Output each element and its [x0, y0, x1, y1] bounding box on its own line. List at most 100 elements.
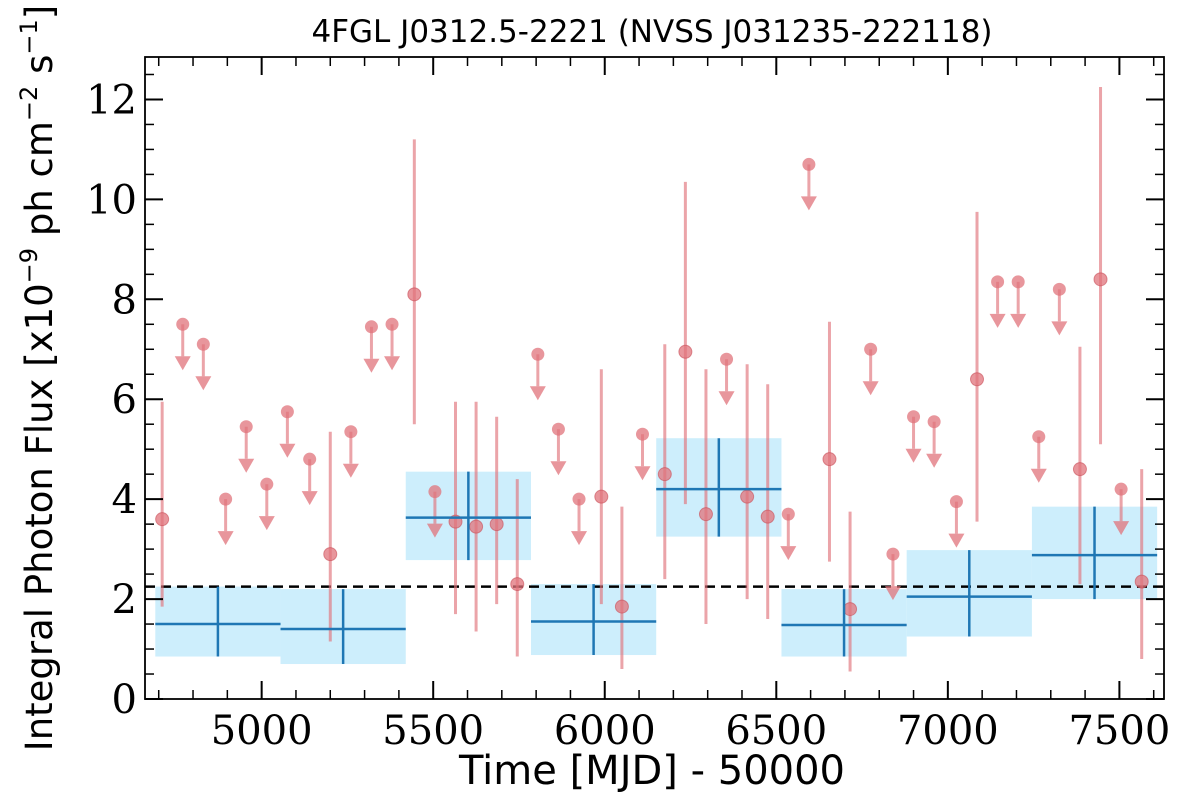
detection-marker — [1072, 462, 1087, 477]
detection-marker — [678, 344, 693, 359]
detection-point — [489, 416, 504, 605]
upper-limit-marker — [428, 485, 442, 499]
detection-point — [970, 211, 985, 522]
detection-point — [323, 431, 338, 642]
y-tick-label: 10 — [86, 177, 137, 223]
upper-limit-marker — [1032, 430, 1046, 444]
upper-limit-arrow — [1010, 313, 1027, 328]
upper-limit — [989, 275, 1006, 328]
upper-limit — [258, 477, 275, 531]
detection-marker — [155, 512, 170, 527]
x-tick-labels: 5000 5500 6000 6500 7000 7500 — [211, 708, 1171, 754]
y-tick-label: 2 — [112, 577, 137, 623]
upper-limit-arrow — [238, 458, 255, 473]
detection-point — [822, 321, 837, 562]
long-term-bin — [530, 584, 657, 656]
x-tick-label: 7500 — [1068, 708, 1170, 754]
long-term-bins-layer — [155, 438, 1158, 665]
upper-limit-marker — [385, 317, 399, 331]
detection-marker — [1134, 574, 1149, 589]
detection-marker — [510, 577, 525, 592]
upper-limit — [1051, 282, 1068, 336]
upper-limit — [279, 405, 296, 458]
upper-limit-marker — [364, 320, 378, 334]
upper-limit-marker — [219, 492, 233, 506]
x-tick-label: 5500 — [382, 708, 484, 754]
y-tick-label: 6 — [112, 377, 137, 423]
upper-limit — [1010, 275, 1027, 328]
upper-limit-arrow — [800, 196, 817, 211]
detection-marker — [469, 519, 484, 534]
upper-limit — [217, 492, 234, 546]
upper-limit-marker — [1011, 275, 1025, 289]
upper-limit-marker — [802, 157, 816, 171]
detection-point — [698, 369, 713, 625]
upper-limit-arrow — [195, 376, 212, 391]
detection-marker — [822, 452, 837, 467]
upper-limit — [550, 422, 567, 476]
upper-limit — [384, 317, 401, 371]
upper-limit-arrow — [301, 491, 318, 506]
y-tick-label: 8 — [112, 277, 137, 323]
upper-limit — [948, 495, 965, 548]
x-tick-label: 7000 — [897, 708, 999, 754]
detection-marker — [970, 372, 985, 387]
detection-point — [740, 364, 755, 600]
detection-marker — [594, 489, 609, 504]
upper-limit-marker — [303, 452, 317, 466]
upper-limit — [238, 420, 255, 473]
upper-limit-marker — [991, 275, 1005, 289]
upper-limit-marker — [1052, 282, 1066, 296]
upper-limit-marker — [239, 420, 253, 434]
upper-limit-marker — [781, 507, 795, 521]
upper-limit — [195, 337, 212, 391]
x-tick-label: 6500 — [725, 708, 827, 754]
upper-limit-marker — [635, 427, 649, 441]
upper-limit-marker — [864, 342, 878, 356]
detection-point — [1134, 469, 1149, 660]
upper-limit — [342, 425, 359, 478]
upper-limit-arrow — [258, 516, 275, 531]
detection-marker — [843, 602, 858, 617]
upper-limit — [1113, 482, 1130, 536]
upper-limit — [1030, 430, 1047, 483]
long-term-bin — [781, 589, 907, 657]
detection-marker — [407, 287, 422, 302]
upper-limit — [800, 157, 817, 211]
upper-limit — [529, 347, 546, 401]
long-term-bin — [656, 438, 782, 537]
upper-limit-arrow — [571, 531, 588, 546]
upper-limit-arrow — [862, 381, 879, 396]
upper-limit-marker — [531, 347, 545, 361]
detection-marker — [614, 599, 629, 614]
upper-limit-marker — [907, 410, 921, 424]
detection-marker — [740, 489, 755, 504]
upper-limit-arrow — [426, 523, 443, 538]
upper-limit — [571, 492, 588, 546]
upper-limit-arrow — [550, 461, 567, 476]
upper-limit — [718, 352, 735, 406]
detection-marker — [1093, 272, 1108, 287]
detection-marker — [657, 467, 672, 482]
upper-limit-marker — [927, 415, 941, 429]
y-tick-label: 12 — [86, 77, 137, 123]
detection-point — [657, 344, 672, 580]
upper-limit-arrow — [217, 531, 234, 546]
upper-limit-arrow — [634, 466, 651, 481]
x-axis-label: Time [MJD] - 50000 — [458, 748, 845, 794]
upper-limit-arrow — [174, 356, 191, 371]
upper-limit-arrow — [780, 546, 797, 561]
upper-limit-arrow — [529, 386, 546, 401]
upper-limit-arrow — [342, 463, 359, 478]
upper-limit-arrow — [948, 533, 965, 548]
upper-limit-marker — [280, 405, 294, 419]
detection-point — [1093, 86, 1108, 445]
y-tick-label: 4 — [112, 477, 137, 523]
y-axis-label: Integral Photon Flux [x10−9 ph cm−2 s−1] — [15, 5, 61, 751]
upper-limit-marker — [551, 422, 565, 436]
upper-limit — [926, 415, 943, 468]
upper-limit-marker — [949, 495, 963, 509]
detection-point — [155, 401, 170, 607]
upper-limit-marker — [1114, 482, 1128, 496]
detection-point — [760, 384, 775, 620]
